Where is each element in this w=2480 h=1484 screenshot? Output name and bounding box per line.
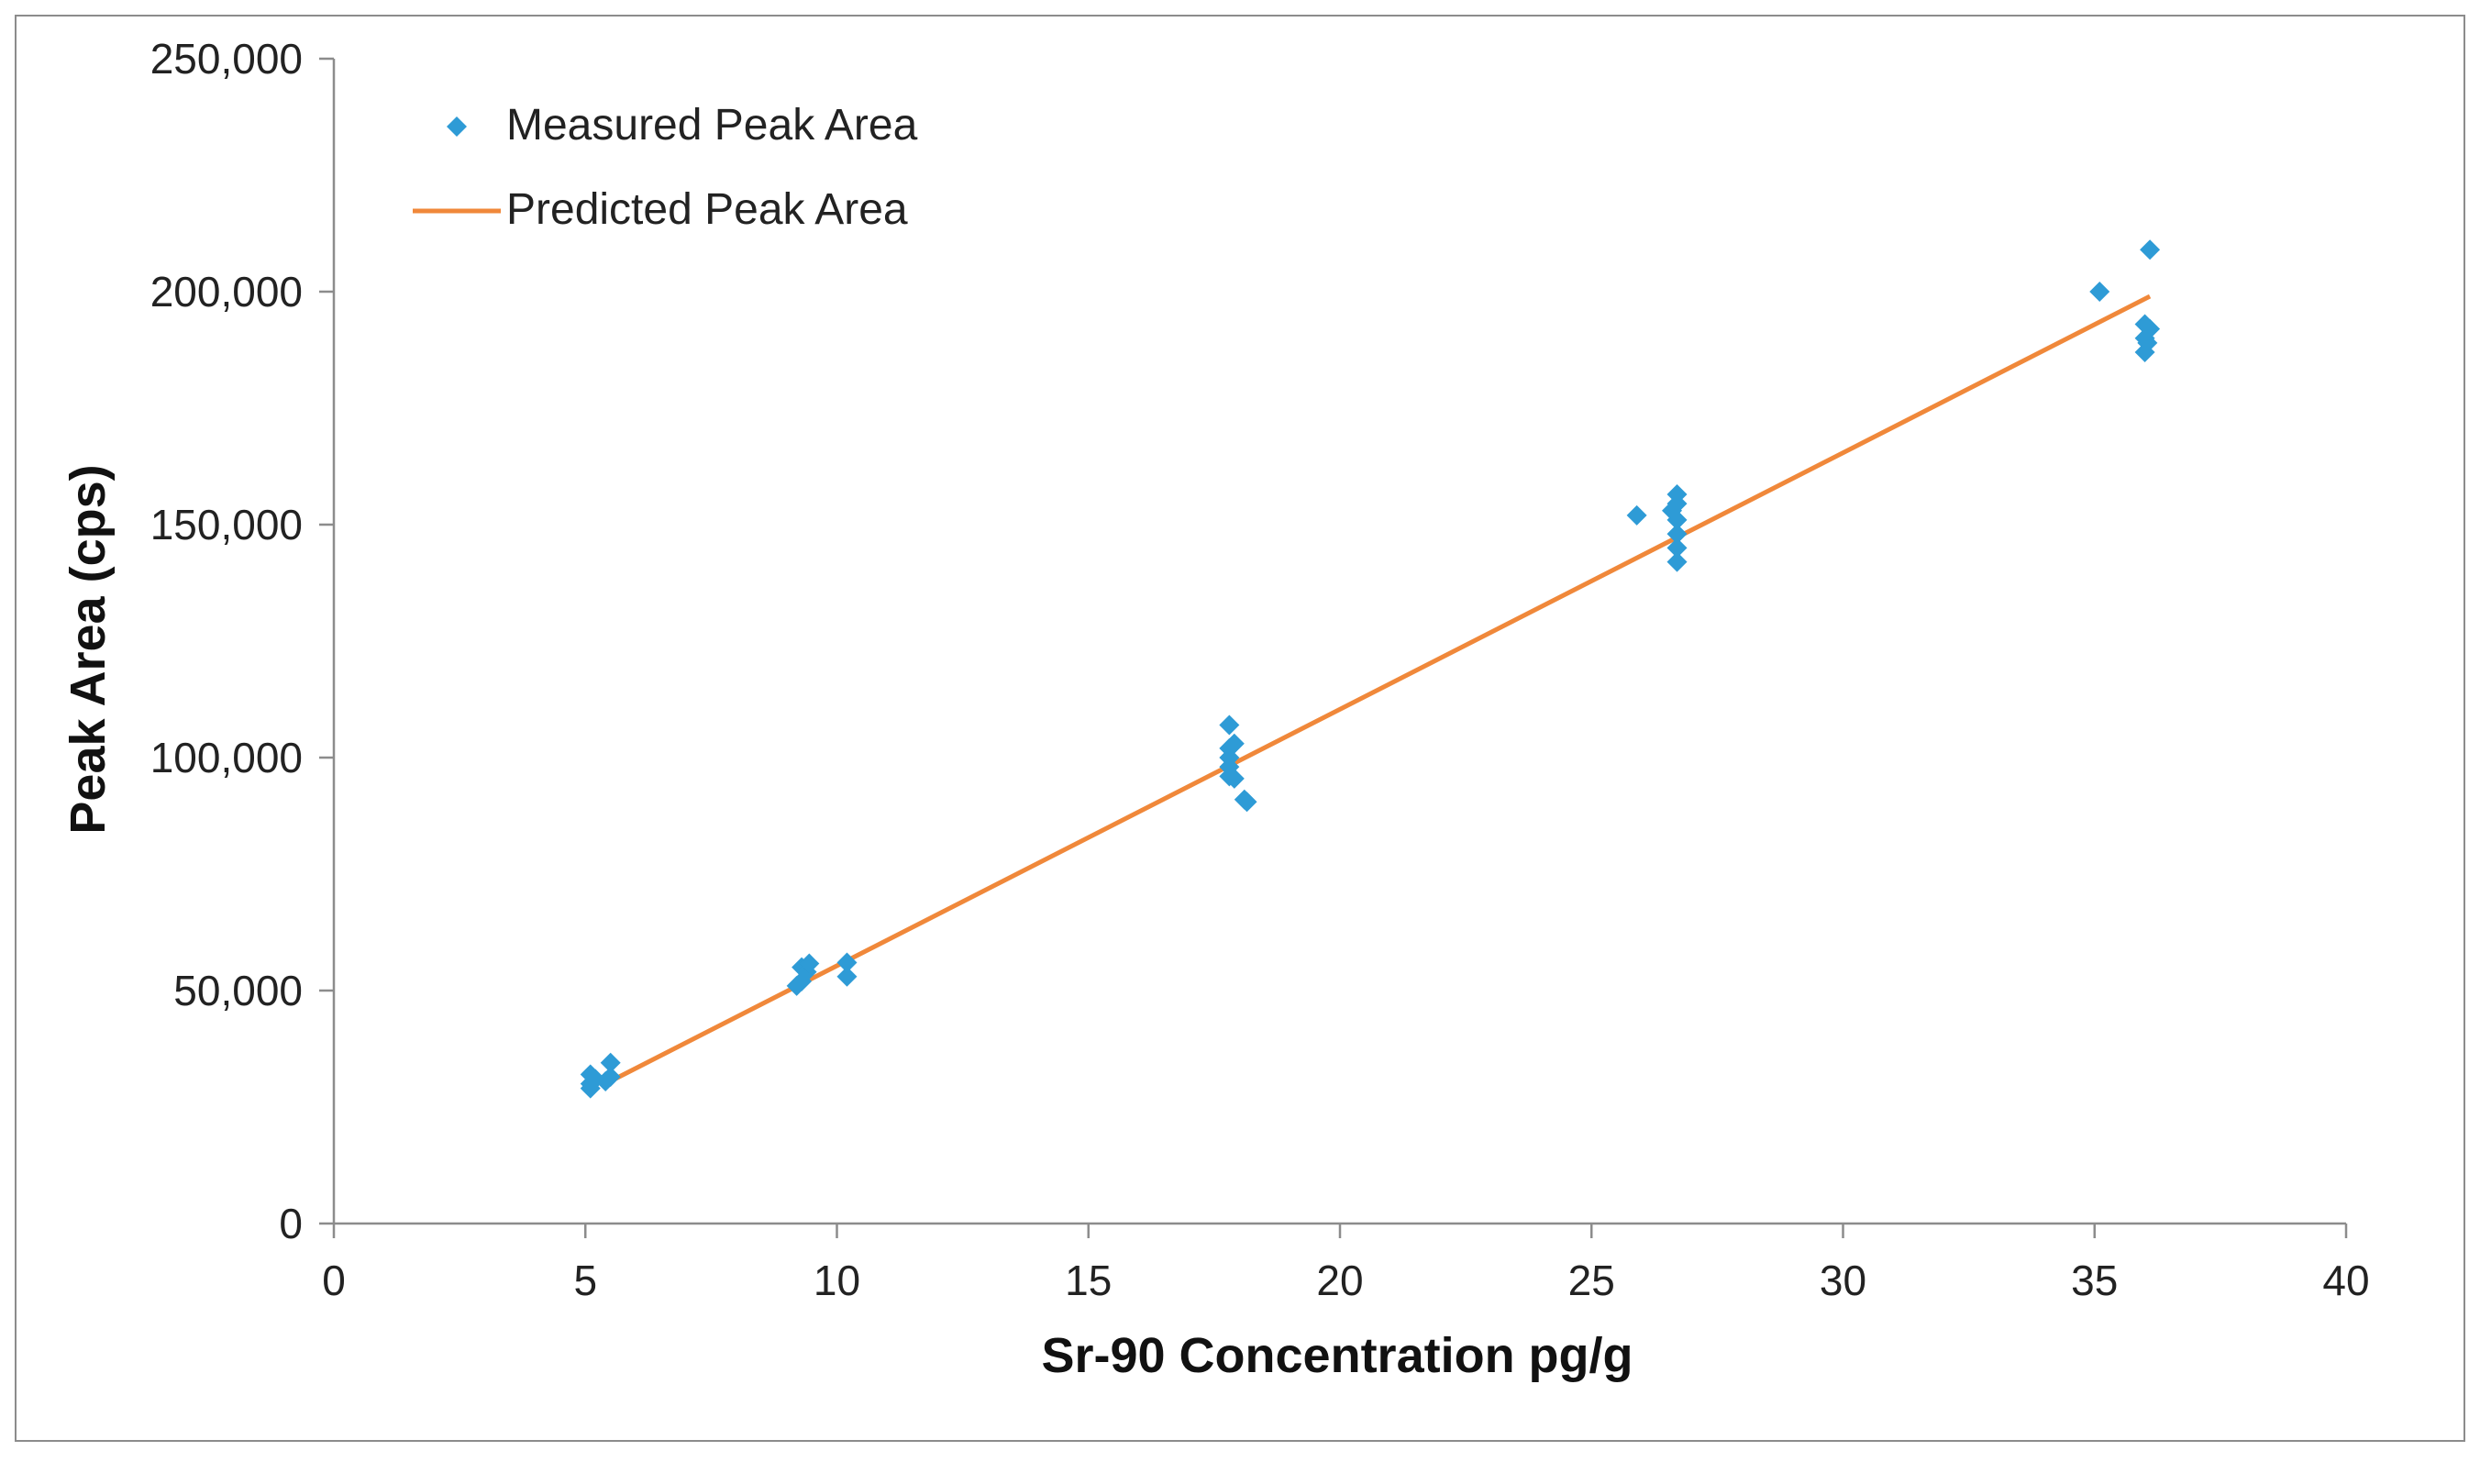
tick-labels: 0 50,000 100,000 150,000 200,000 250,000 0 5 10 1… bbox=[150, 35, 2370, 1304]
measured-point bbox=[1236, 792, 1257, 813]
legend-measured-label: Measured Peak Area bbox=[506, 101, 918, 150]
measured-point bbox=[1666, 551, 1688, 572]
measured-point bbox=[600, 1066, 621, 1087]
y-tick-label: 150,000 bbox=[150, 501, 303, 548]
x-tick-label: 40 bbox=[2322, 1257, 2369, 1304]
measured-point bbox=[1219, 714, 1240, 736]
measured-points-layer bbox=[580, 239, 2161, 1099]
chart-frame: 0 50,000 100,000 150,000 200,000 250,000 0 5 10 1… bbox=[15, 15, 2465, 1442]
x-tick-label: 5 bbox=[573, 1257, 597, 1304]
measured-point bbox=[1666, 509, 1688, 530]
x-tick-label: 0 bbox=[322, 1257, 346, 1304]
measured-point bbox=[1666, 524, 1688, 545]
y-tick-label: 250,000 bbox=[150, 35, 303, 83]
y-tick-label: 50,000 bbox=[173, 967, 303, 1014]
legend: Measured Peak Area Predicted Peak Area bbox=[413, 101, 918, 234]
measured-point bbox=[1626, 504, 1647, 526]
measured-point bbox=[836, 966, 858, 987]
x-tick-label: 10 bbox=[814, 1257, 860, 1304]
x-tick-label: 15 bbox=[1065, 1257, 1112, 1304]
axes bbox=[319, 57, 2348, 1238]
predicted-line bbox=[604, 293, 2152, 1086]
measured-point bbox=[2140, 239, 2161, 260]
y-tick-label: 200,000 bbox=[150, 268, 303, 316]
x-tick-label: 25 bbox=[1568, 1257, 1615, 1304]
x-tick-label: 30 bbox=[1820, 1257, 1866, 1304]
y-tick-label: 100,000 bbox=[150, 734, 303, 781]
x-axis-title: Sr-90 Concentration pg/g bbox=[1041, 1328, 1633, 1383]
y-tick-label: 0 bbox=[279, 1200, 303, 1247]
scatter-chart: 0 50,000 100,000 150,000 200,000 250,000 0 5 10 1… bbox=[61, 35, 2370, 1383]
y-axis-title: Peak Area (cps) bbox=[61, 464, 116, 834]
measured-point bbox=[799, 953, 820, 974]
x-tick-label: 20 bbox=[1316, 1257, 1363, 1304]
legend-predicted-label: Predicted Peak Area bbox=[506, 185, 908, 234]
measured-point bbox=[2134, 342, 2155, 363]
measured-point bbox=[1223, 768, 1245, 789]
measured-point bbox=[2089, 282, 2110, 302]
measured-point bbox=[836, 952, 858, 973]
measured-point bbox=[1666, 537, 1688, 559]
measured-point bbox=[600, 1052, 621, 1073]
x-tick-label: 35 bbox=[2071, 1257, 2118, 1304]
predicted-line-layer bbox=[604, 293, 2152, 1086]
legend-measured-marker bbox=[447, 116, 467, 137]
